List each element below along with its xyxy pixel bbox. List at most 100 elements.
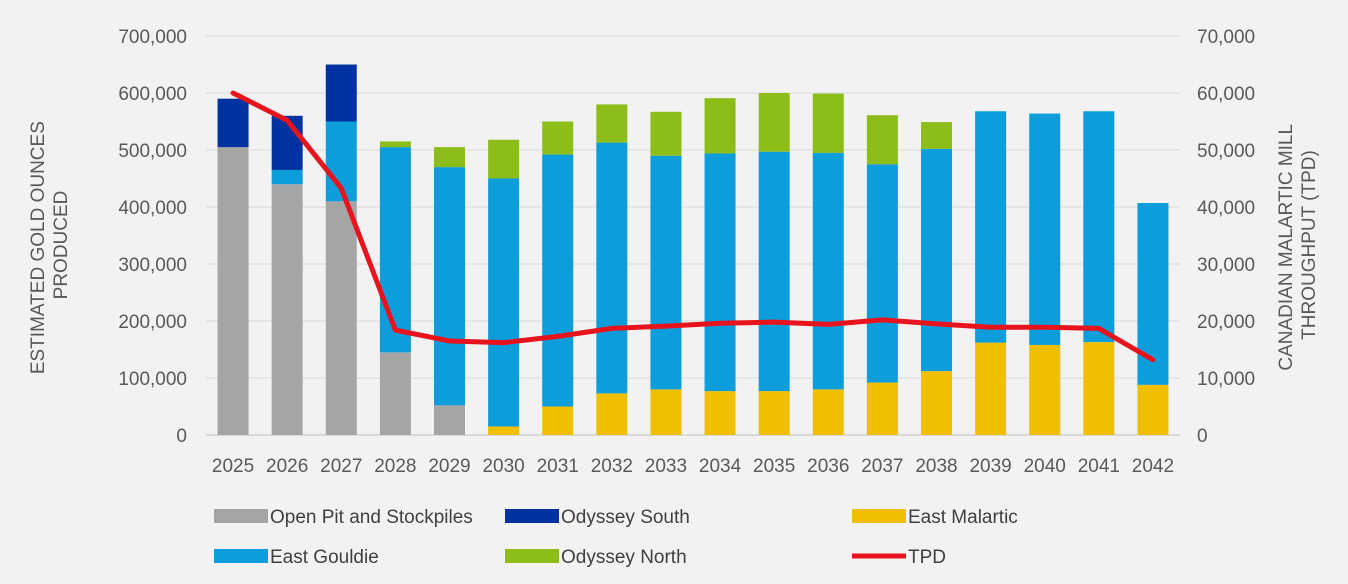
tpd-line-layer bbox=[230, 90, 1156, 363]
right-axis-title: CANADIAN MALARTIC MILL THROUGHPUT (TPD) bbox=[1276, 119, 1320, 370]
bar-east-gouldie bbox=[596, 142, 628, 394]
legend-swatch bbox=[852, 509, 906, 523]
left-axis-ticks: 0 100,000 200,000 300,000 400,000 500,000 600,… bbox=[118, 27, 187, 447]
bar-odyssey-north bbox=[488, 139, 520, 179]
bar-odyssey-north bbox=[812, 93, 844, 153]
bar-odyssey-north bbox=[650, 111, 682, 156]
x-tick-label: 2038 bbox=[915, 456, 957, 477]
x-tick-label: 2025 bbox=[212, 456, 254, 477]
bar-open-pit-and-stockpiles bbox=[379, 352, 411, 435]
bar-east-gouldie bbox=[704, 153, 736, 392]
right-tick-label: 20,000 bbox=[1197, 312, 1255, 333]
legend-label: Open Pit and Stockpiles bbox=[270, 507, 473, 528]
bar-east-gouldie bbox=[975, 111, 1007, 343]
bar-odyssey-north bbox=[758, 93, 790, 152]
bar-east-malartic bbox=[1083, 342, 1115, 435]
left-tick-label: 400,000 bbox=[118, 198, 187, 219]
tpd-line bbox=[230, 90, 1156, 363]
legend-label: East Gouldie bbox=[270, 547, 379, 568]
bar-open-pit-and-stockpiles bbox=[217, 147, 249, 435]
x-axis-ticks: 2025 2026 2027 2028 2029 2030 2031 2032 2033 2034… bbox=[212, 456, 1174, 477]
x-tick-label: 2041 bbox=[1078, 456, 1120, 477]
bar-odyssey-north bbox=[542, 121, 574, 155]
x-tick-label: 2035 bbox=[753, 456, 795, 477]
bar-east-gouldie bbox=[434, 167, 465, 406]
left-tick-label: 300,000 bbox=[118, 255, 187, 276]
x-tick-label: 2037 bbox=[861, 456, 903, 477]
legend-item-odyssey-north: Odyssey North bbox=[505, 547, 687, 568]
legend-item-east-gouldie: East Gouldie bbox=[214, 547, 379, 568]
left-tick-label: 700,000 bbox=[118, 27, 187, 48]
bar-odyssey-north bbox=[434, 147, 465, 168]
right-tick-label: 70,000 bbox=[1197, 27, 1255, 48]
right-tick-label: 10,000 bbox=[1197, 369, 1255, 390]
bar-east-malartic bbox=[542, 406, 574, 435]
bar-east-gouldie bbox=[921, 148, 952, 372]
bar-east-gouldie bbox=[650, 155, 682, 390]
right-tick-label: 60,000 bbox=[1197, 84, 1255, 105]
bar-odyssey-north bbox=[921, 122, 952, 149]
legend-item-tpd: TPD bbox=[852, 547, 946, 568]
bar-odyssey-north bbox=[596, 104, 628, 143]
right-axis-ticks: 0 10,000 20,000 30,000 40,000 50,000 60,000 70,… bbox=[1197, 27, 1255, 447]
legend-swatch bbox=[505, 509, 559, 523]
bar-east-malartic bbox=[866, 382, 898, 435]
legend-swatch bbox=[214, 549, 268, 563]
legend-label: East Malartic bbox=[908, 507, 1018, 528]
bar-odyssey-north bbox=[704, 98, 736, 154]
bar-east-gouldie bbox=[1083, 111, 1115, 343]
bar-east-gouldie bbox=[812, 152, 844, 390]
x-tick-label: 2042 bbox=[1132, 456, 1174, 477]
x-tick-label: 2032 bbox=[591, 456, 633, 477]
bar-stacks bbox=[217, 64, 1169, 435]
left-tick-label: 600,000 bbox=[118, 84, 187, 105]
right-tick-label: 0 bbox=[1197, 426, 1208, 447]
bar-east-malartic bbox=[758, 391, 790, 435]
bar-east-malartic bbox=[812, 389, 844, 435]
bar-east-malartic bbox=[975, 342, 1007, 435]
bar-east-gouldie bbox=[542, 154, 574, 407]
left-tick-label: 0 bbox=[176, 426, 187, 447]
legend-label: Odyssey North bbox=[561, 547, 687, 568]
right-tick-label: 50,000 bbox=[1197, 141, 1255, 162]
bar-odyssey-south bbox=[217, 98, 249, 148]
bar-east-gouldie bbox=[1029, 113, 1061, 345]
x-tick-label: 2033 bbox=[645, 456, 687, 477]
bar-odyssey-south bbox=[325, 64, 357, 122]
left-axis-title: ESTIMATED GOLD OUNCES PRODUCED bbox=[28, 116, 72, 374]
bar-east-malartic bbox=[650, 389, 682, 435]
x-tick-label: 2040 bbox=[1024, 456, 1066, 477]
legend: Open Pit and Stockpiles Odyssey South East… bbox=[214, 507, 1018, 568]
bar-east-gouldie bbox=[758, 151, 790, 392]
left-tick-label: 100,000 bbox=[118, 369, 187, 390]
bar-east-malartic bbox=[1029, 344, 1061, 435]
bar-east-gouldie bbox=[379, 147, 411, 353]
bar-east-gouldie bbox=[866, 164, 898, 383]
bar-east-malartic bbox=[704, 391, 736, 435]
bar-east-malartic bbox=[1137, 384, 1169, 435]
x-tick-label: 2028 bbox=[374, 456, 416, 477]
x-tick-label: 2039 bbox=[969, 456, 1011, 477]
legend-label: TPD bbox=[908, 547, 946, 568]
bar-open-pit-and-stockpiles bbox=[325, 201, 357, 435]
bar-odyssey-south bbox=[271, 115, 303, 170]
bar-east-gouldie bbox=[488, 178, 520, 427]
left-tick-label: 500,000 bbox=[118, 141, 187, 162]
x-tick-label: 2027 bbox=[320, 456, 362, 477]
bar-odyssey-north bbox=[379, 141, 411, 148]
legend-item-open-pit-and-stockpiles: Open Pit and Stockpiles bbox=[214, 507, 473, 528]
bar-open-pit-and-stockpiles bbox=[434, 405, 465, 435]
bar-odyssey-north bbox=[866, 115, 898, 165]
legend-swatch bbox=[505, 549, 559, 563]
left-tick-label: 200,000 bbox=[118, 312, 187, 333]
legend-item-east-malartic: East Malartic bbox=[852, 507, 1018, 528]
bar-east-gouldie bbox=[271, 169, 303, 185]
x-tick-label: 2031 bbox=[537, 456, 579, 477]
legend-swatch bbox=[214, 509, 268, 523]
x-tick-label: 2034 bbox=[699, 456, 742, 477]
x-tick-label: 2030 bbox=[482, 456, 524, 477]
x-tick-label: 2036 bbox=[807, 456, 849, 477]
right-tick-label: 40,000 bbox=[1197, 198, 1255, 219]
